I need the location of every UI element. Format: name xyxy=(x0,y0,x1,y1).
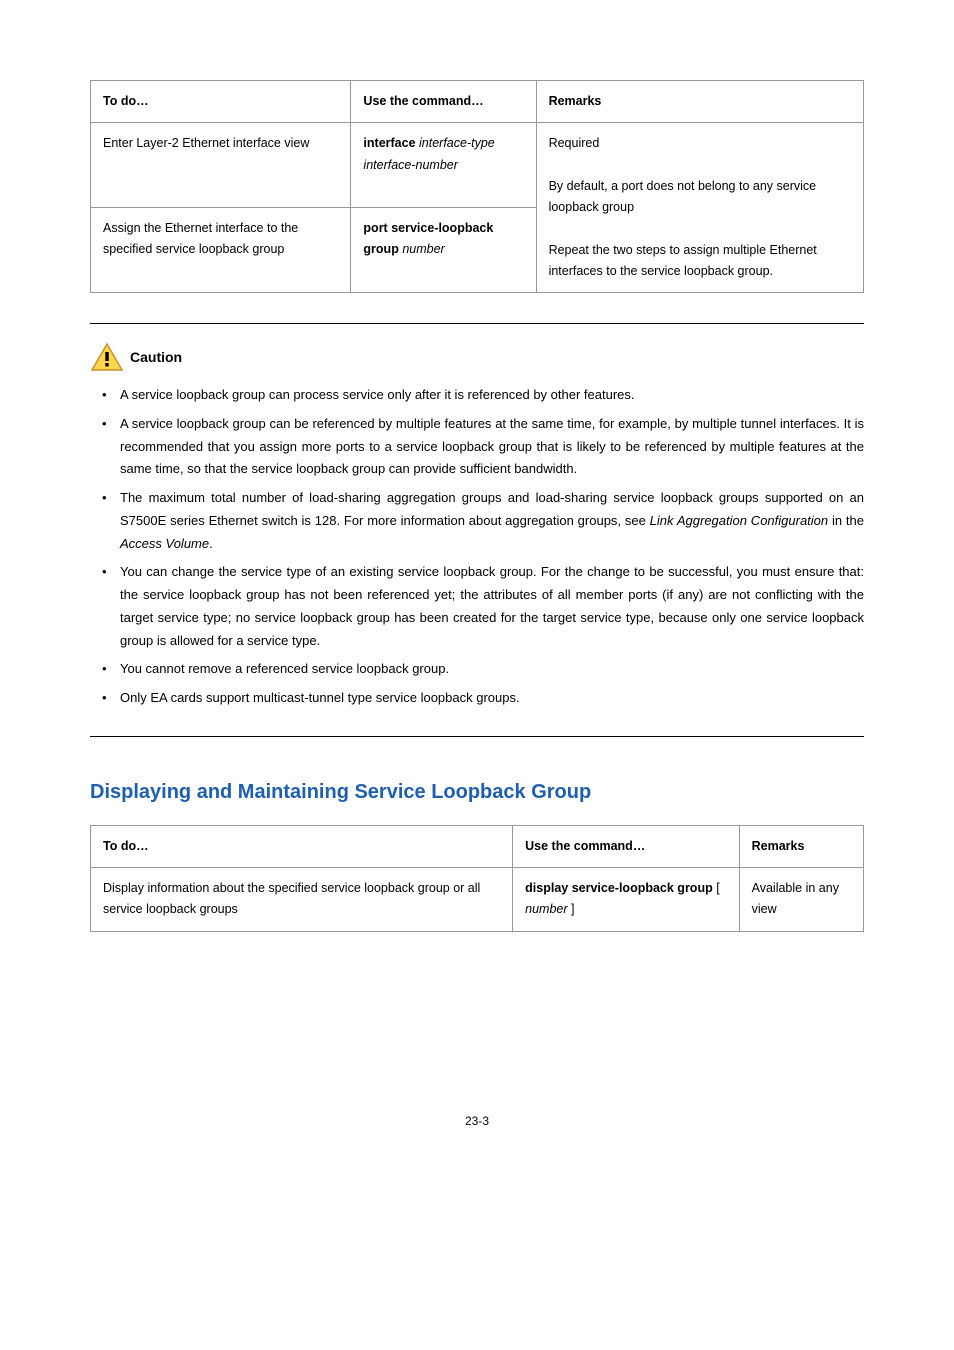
config-table: To do… Use the command… Remarks Enter La… xyxy=(90,80,864,293)
cell-command: port service-loopback group number xyxy=(351,208,536,293)
table-header-row: To do… Use the command… Remarks xyxy=(91,81,864,123)
table-header-row: To do… Use the command… Remarks xyxy=(91,825,864,867)
cell-todo: Enter Layer-2 Ethernet interface view xyxy=(91,123,351,208)
display-table: To do… Use the command… Remarks Display … xyxy=(90,825,864,932)
col-header-command: Use the command… xyxy=(513,825,739,867)
list-item: You cannot remove a referenced service l… xyxy=(120,658,864,681)
cmd-arg: number xyxy=(525,902,567,916)
cell-remarks: Available in any view xyxy=(739,868,863,932)
doc-ref: Link Aggregation Configuration xyxy=(650,513,828,528)
cmd-keyword: display service-loopback group xyxy=(525,881,713,895)
caution-block: Caution A service loopback group can pro… xyxy=(90,323,864,737)
table-row: Display information about the specified … xyxy=(91,868,864,932)
cell-command: display service-loopback group [ number … xyxy=(513,868,739,932)
page-number: 23-3 xyxy=(90,1112,864,1130)
caution-list: A service loopback group can process ser… xyxy=(90,384,864,710)
col-header-remarks: Remarks xyxy=(536,81,863,123)
cmd-arg: number xyxy=(402,242,444,256)
col-header-remarks: Remarks xyxy=(739,825,863,867)
col-header-todo: To do… xyxy=(91,825,513,867)
list-item: A service loopback group can be referenc… xyxy=(120,413,864,481)
cmd-bracket: ] xyxy=(568,902,575,916)
caution-label: Caution xyxy=(130,347,182,368)
text: in the xyxy=(828,513,864,528)
cell-command: interface interface-type interface-numbe… xyxy=(351,123,536,208)
cmd-bracket: [ xyxy=(713,881,720,895)
cmd-keyword: interface xyxy=(363,136,419,150)
list-item: A service loopback group can process ser… xyxy=(120,384,864,407)
doc-ref: Access Volume xyxy=(120,536,209,551)
section-heading: Displaying and Maintaining Service Loopb… xyxy=(90,777,864,807)
text: . xyxy=(209,536,213,551)
col-header-command: Use the command… xyxy=(351,81,536,123)
list-item: The maximum total number of load-sharing… xyxy=(120,487,864,555)
cell-todo: Display information about the specified … xyxy=(91,868,513,932)
caution-icon xyxy=(90,342,124,372)
table-row: Enter Layer-2 Ethernet interface view in… xyxy=(91,123,864,208)
cell-todo: Assign the Ethernet interface to the spe… xyxy=(91,208,351,293)
cell-remarks: Required By default, a port does not bel… xyxy=(536,123,863,293)
list-item: You can change the service type of an ex… xyxy=(120,561,864,652)
page-container: To do… Use the command… Remarks Enter La… xyxy=(0,0,954,1170)
list-item: Only EA cards support multicast-tunnel t… xyxy=(120,687,864,710)
col-header-todo: To do… xyxy=(91,81,351,123)
caution-header: Caution xyxy=(90,342,864,372)
